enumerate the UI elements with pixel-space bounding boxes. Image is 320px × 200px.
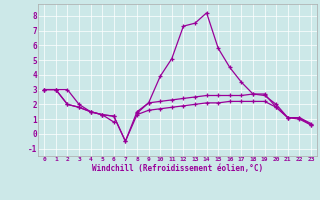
X-axis label: Windchill (Refroidissement éolien,°C): Windchill (Refroidissement éolien,°C)	[92, 164, 263, 173]
